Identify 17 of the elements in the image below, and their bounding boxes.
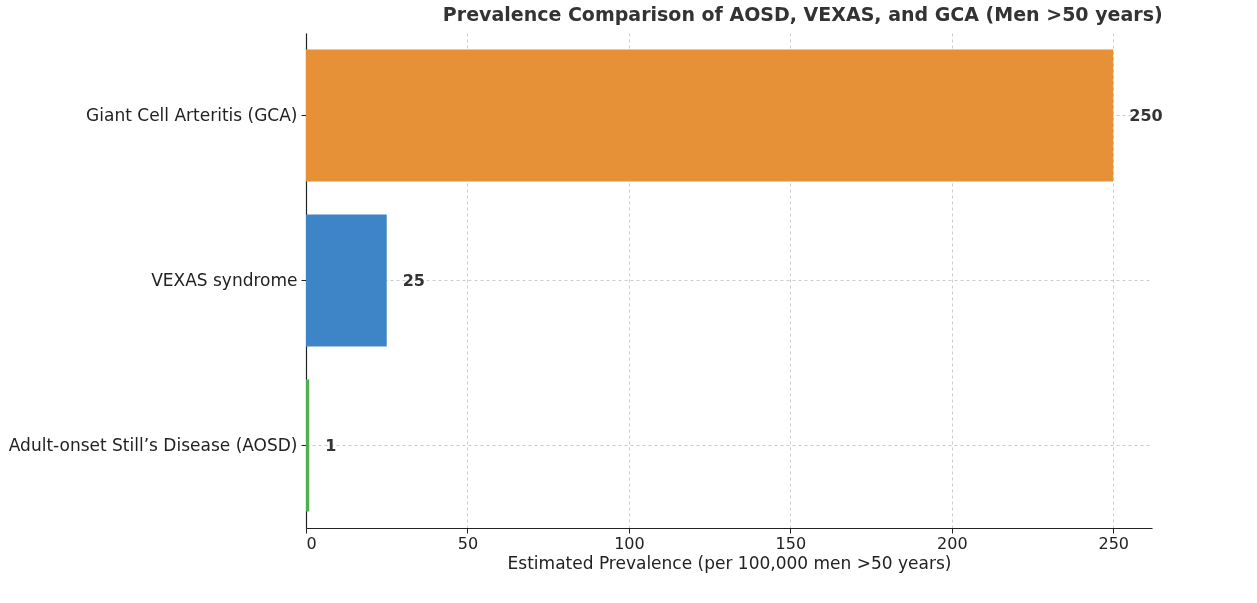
x-tick-label: 0 [306,533,317,553]
y-tick-label: VEXAS syndrome [151,269,298,290]
data-label: 1 [325,435,337,455]
data-label: 250 [1129,105,1163,125]
bar [306,49,1114,182]
bar [306,214,387,347]
x-axis-title: Estimated Prevalence (per 100,000 men >50 years) [507,552,952,573]
bar [306,379,310,512]
chart-title: Prevalence Comparison of AOSD, VEXAS, and GCA (Men >50 years) [442,3,1163,25]
x-tick-label: 250 [1098,533,1130,553]
y-tick-label: Adult-onset Still’s Disease (AOSD) [8,434,298,455]
x-tick-label: 200 [937,533,968,553]
y-tick-label: Giant Cell Arteritis (GCA) [86,104,298,125]
x-tick-label: 100 [614,533,645,553]
x-tick-label: 50 [457,533,479,553]
data-label: 25 [402,270,425,290]
x-tick-label: 150 [775,533,807,553]
